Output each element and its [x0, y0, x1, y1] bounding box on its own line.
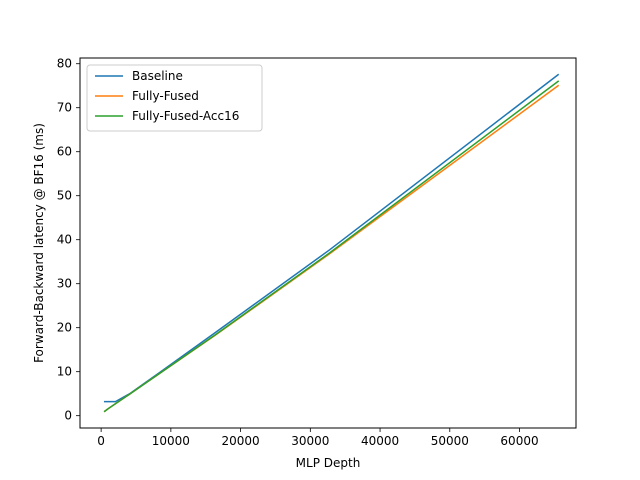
y-tick-label: 40: [57, 233, 72, 247]
y-tick-label: 30: [57, 277, 72, 291]
x-tick-label: 50000: [431, 434, 469, 448]
y-tick-label: 80: [57, 57, 72, 71]
series-line-2: [103, 80, 560, 413]
legend-box: [86, 64, 263, 132]
x-tick-label: 10000: [152, 434, 190, 448]
y-tick-label: 20: [57, 321, 72, 335]
y-axis: 0 10 20 30 40 50 60 70 80: [57, 57, 80, 423]
y-axis-label: Forward-Backward latency @ BF16 (ms): [32, 123, 46, 363]
y-tick-label: 10: [57, 365, 72, 379]
plot-frame: [79, 57, 577, 429]
y-tick-label: 60: [57, 145, 72, 159]
x-tick-label: 0: [97, 434, 105, 448]
x-tick-label: 40000: [361, 434, 399, 448]
legend-label-2: Fully-Fused-Acc16: [132, 109, 239, 123]
y-tick-label: 0: [64, 409, 72, 423]
legend: Baseline Fully-Fused Fully-Fused-Acc16: [86, 64, 263, 132]
legend-label-1: Fully-Fused: [132, 89, 199, 103]
legend-label-0: Baseline: [132, 69, 183, 83]
x-tick-label: 20000: [221, 434, 259, 448]
x-axis: 0 10000 20000 30000 40000 50000 60000: [97, 428, 539, 448]
y-tick-label: 70: [57, 101, 72, 115]
x-tick-label: 30000: [291, 434, 329, 448]
x-tick-label: 60000: [500, 434, 538, 448]
y-tick-label: 50: [57, 189, 72, 203]
series-layer: [103, 73, 560, 413]
x-axis-label: MLP Depth: [296, 456, 361, 470]
